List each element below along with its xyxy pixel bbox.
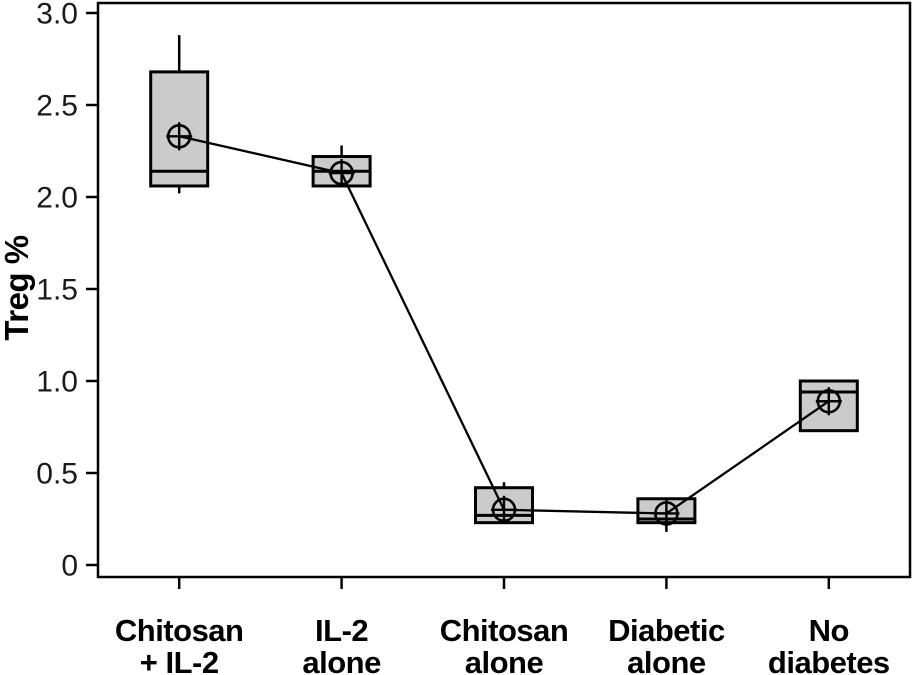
x-category-label: Diabetic alone	[608, 613, 725, 675]
y-tick-label: 0	[61, 550, 78, 583]
y-tick-label: 2.5	[36, 90, 78, 123]
y-tick-label: 3.0	[36, 0, 78, 31]
x-category-label: IL-2 alone	[302, 613, 381, 675]
x-category-label: No diabetes	[768, 613, 890, 675]
y-tick-label: 0.5	[36, 458, 78, 491]
mean-connector-line	[178, 135, 830, 515]
y-tick-label: 2.0	[36, 182, 78, 215]
y-tick-label: 1.0	[36, 366, 78, 399]
x-category-label: Chitosan alone	[440, 613, 569, 675]
y-tick-label: 1.5	[36, 274, 78, 307]
x-category-label: Chitosan + IL-2	[115, 613, 244, 675]
